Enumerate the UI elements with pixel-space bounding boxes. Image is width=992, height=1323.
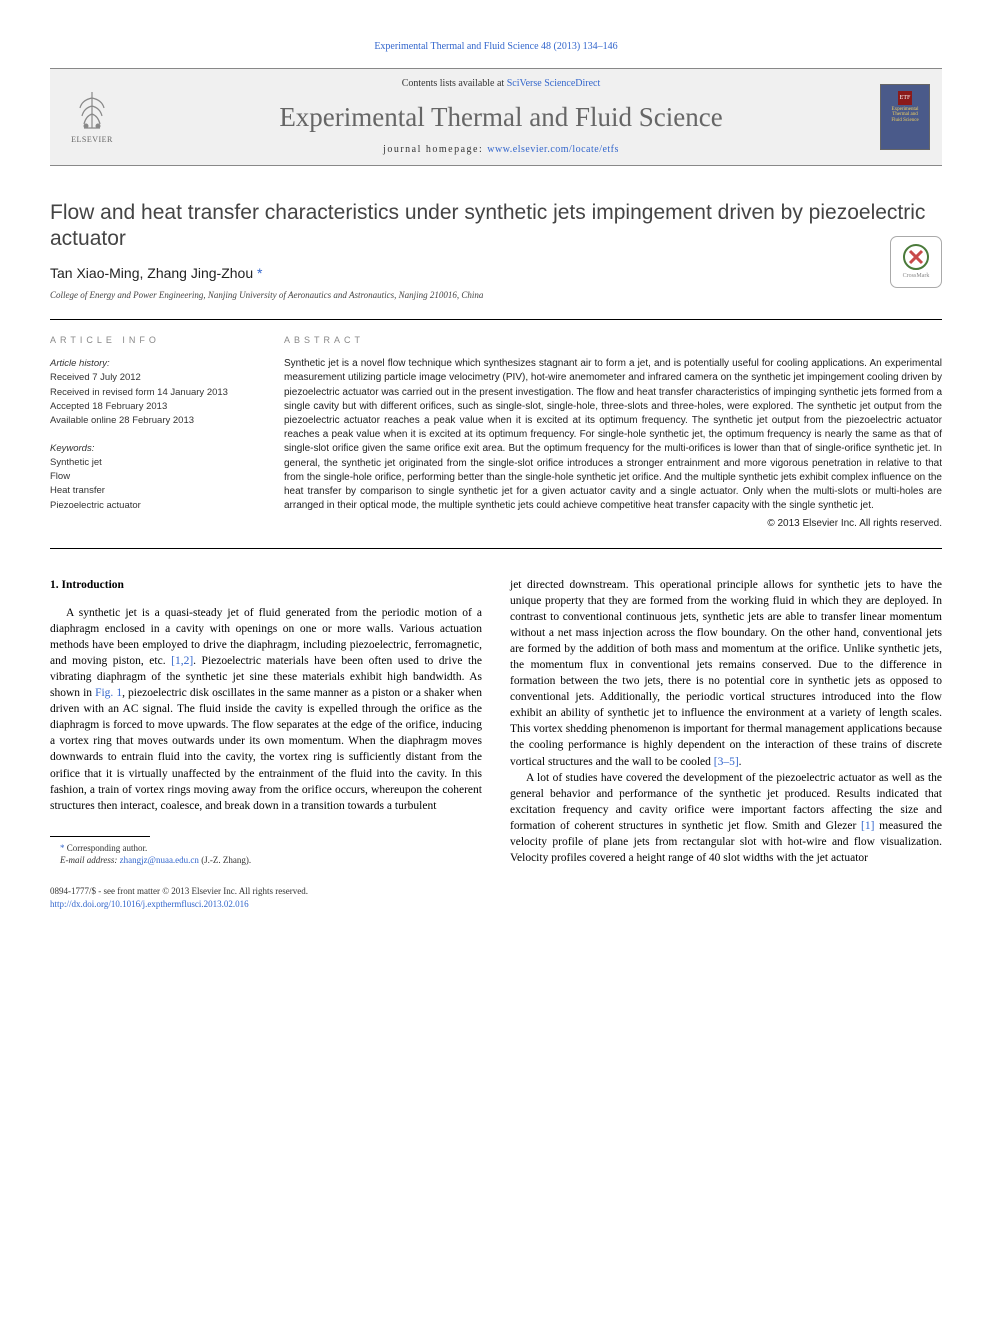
crossmark-badge[interactable]: CrossMark [890, 236, 942, 288]
affiliation: College of Energy and Power Engineering,… [50, 289, 942, 302]
column-left: 1. Introduction A synthetic jet is a qua… [50, 577, 482, 868]
corresponding-author-footnote: * Corresponding author. [50, 842, 482, 855]
contents-prefix: Contents lists available at [402, 78, 507, 89]
abstract-column: ABSTRACT Synthetic jet is a novel flow t… [284, 334, 942, 531]
keyword-3: Heat transfer [50, 484, 260, 497]
homepage-prefix: journal homepage: [383, 144, 487, 155]
authors-names: Tan Xiao-Ming, Zhang Jing-Zhou [50, 265, 253, 281]
keyword-4: Piezoelectric actuator [50, 499, 260, 512]
email-attribution: (J.-Z. Zhang). [201, 855, 251, 865]
journal-reference: Experimental Thermal and Fluid Science 4… [50, 40, 942, 54]
keywords-label: Keywords: [50, 442, 260, 455]
citation-1[interactable]: [1] [861, 820, 874, 832]
column-right: jet directed downstream. This operationa… [510, 577, 942, 868]
homepage-line: journal homepage: www.elsevier.com/locat… [122, 143, 880, 157]
sciencedirect-link[interactable]: SciVerse ScienceDirect [507, 78, 601, 89]
article-meta-block: ARTICLE INFO Article history: Received 7… [50, 319, 942, 548]
journal-cover-text3: Fluid Science [887, 118, 922, 124]
journal-header: ELSEVIER Contents lists available at Sci… [50, 68, 942, 166]
article-info-heading: ARTICLE INFO [50, 334, 260, 347]
citation-3-5[interactable]: [3–5] [714, 756, 739, 768]
journal-reference-link[interactable]: Experimental Thermal and Fluid Science 4… [374, 41, 617, 52]
footer-left: 0894-1777/$ - see front matter © 2013 El… [50, 885, 308, 910]
elsevier-tree-icon [70, 88, 114, 132]
p1-text-c: , piezoelectric disk oscillates in the s… [50, 687, 482, 812]
doi-link[interactable]: http://dx.doi.org/10.1016/j.expthermflus… [50, 899, 249, 909]
body-columns: 1. Introduction A synthetic jet is a qua… [50, 577, 942, 868]
intro-paragraph-1: A synthetic jet is a quasi-steady jet of… [50, 605, 482, 814]
footnote-corr-mark[interactable]: * [60, 843, 65, 853]
figure-1-ref[interactable]: Fig. 1 [95, 687, 122, 699]
keyword-1: Synthetic jet [50, 456, 260, 469]
elsevier-logo: ELSEVIER [62, 82, 122, 152]
header-center: Contents lists available at SciVerse Sci… [122, 77, 880, 157]
journal-title: Experimental Thermal and Fluid Science [122, 99, 880, 137]
history-accepted: Accepted 18 February 2013 [50, 400, 260, 413]
history-label: Article history: [50, 357, 260, 370]
crossmark-icon [902, 243, 930, 271]
author-email-link[interactable]: zhangjz@nuaa.edu.cn [120, 855, 199, 865]
email-footnote: E-mail address: zhangjz@nuaa.edu.cn (J.-… [50, 854, 482, 867]
corresponding-author-mark[interactable]: * [257, 265, 262, 281]
publisher-name: ELSEVIER [71, 134, 113, 145]
p1cont-text-b: . [739, 756, 742, 768]
citation-1-2[interactable]: [1,2] [171, 655, 193, 667]
history-received: Received 7 July 2012 [50, 371, 260, 384]
footnote-corr-label: Corresponding author. [67, 843, 148, 853]
article-info-column: ARTICLE INFO Article history: Received 7… [50, 334, 260, 531]
history-revised: Received in revised form 14 January 2013 [50, 386, 260, 399]
footnote-separator [50, 836, 150, 837]
author-list: Tan Xiao-Ming, Zhang Jing-Zhou * [50, 264, 942, 284]
contents-available-line: Contents lists available at SciVerse Sci… [122, 77, 880, 91]
email-label: E-mail address: [60, 855, 117, 865]
abstract-text: Synthetic jet is a novel flow technique … [284, 357, 942, 513]
journal-cover-badge: ETF [898, 91, 912, 105]
homepage-link[interactable]: www.elsevier.com/locate/etfs [487, 144, 619, 155]
section-1-heading: 1. Introduction [50, 577, 482, 593]
abstract-heading: ABSTRACT [284, 334, 942, 347]
journal-cover-thumbnail: ETF Experimental Thermal and Fluid Scien… [880, 84, 930, 150]
issn-copyright-line: 0894-1777/$ - see front matter © 2013 El… [50, 885, 308, 898]
article-title: Flow and heat transfer characteristics u… [50, 200, 942, 253]
intro-paragraph-2: A lot of studies have covered the develo… [510, 770, 942, 867]
intro-paragraph-1-cont: jet directed downstream. This operationa… [510, 577, 942, 770]
page-footer: 0894-1777/$ - see front matter © 2013 El… [50, 885, 942, 910]
p1cont-text-a: jet directed downstream. This operationa… [510, 579, 942, 768]
keyword-2: Flow [50, 470, 260, 483]
abstract-copyright: © 2013 Elsevier Inc. All rights reserved… [284, 517, 942, 531]
history-online: Available online 28 February 2013 [50, 414, 260, 427]
crossmark-label: CrossMark [903, 272, 930, 280]
